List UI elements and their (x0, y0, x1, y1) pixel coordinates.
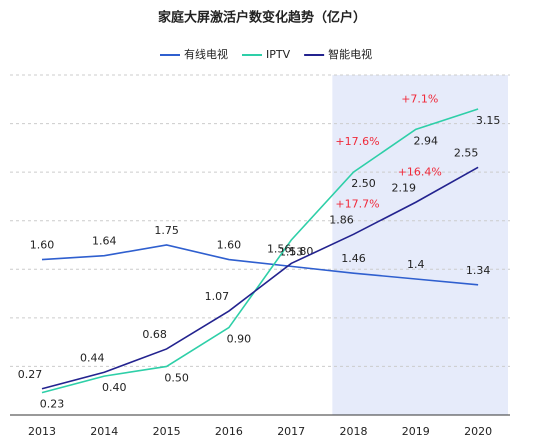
value-label: 1.56 (267, 242, 292, 255)
x-tick-label: 2013 (28, 425, 56, 438)
growth-label: +17.6% (335, 135, 379, 148)
value-label: 0.44 (80, 351, 105, 364)
legend-label: 智能电视 (328, 47, 372, 61)
value-label: 1.80 (289, 245, 314, 258)
value-label: 0.27 (18, 368, 43, 381)
chart-title: 家庭大屏激活户数变化趋势（亿户） (158, 10, 366, 26)
value-label: 0.68 (142, 328, 167, 341)
x-tick-label: 2014 (90, 425, 118, 438)
value-label: 0.23 (40, 398, 65, 411)
value-label: 2.94 (414, 134, 439, 147)
growth-label: +7.1% (401, 92, 438, 105)
legend-label: 有线电视 (184, 47, 228, 61)
value-label: 1.60 (217, 239, 242, 252)
x-tick-label: 2020 (464, 425, 492, 438)
x-tick-label: 2019 (402, 425, 430, 438)
value-label: 1.60 (30, 239, 55, 252)
series-line (41, 108, 479, 394)
value-label: 1.07 (205, 290, 230, 303)
value-label: 1.4 (407, 258, 425, 271)
x-tick-label: 2018 (340, 425, 368, 438)
growth-label: +17.7% (335, 197, 379, 210)
value-label: 1.64 (92, 235, 117, 248)
growth-label: +16.4% (398, 165, 442, 178)
value-label: 1.34 (466, 264, 491, 277)
value-label: 1.86 (329, 213, 354, 226)
value-label: 2.50 (351, 177, 376, 190)
value-label: 3.15 (476, 114, 501, 127)
value-label: 0.40 (102, 381, 127, 394)
value-label: 1.46 (341, 252, 366, 265)
value-label: 0.50 (164, 371, 189, 384)
series-line (41, 166, 479, 390)
value-label: 0.90 (227, 333, 252, 346)
value-label: 2.55 (454, 146, 479, 159)
value-label: 1.75 (154, 224, 179, 237)
x-tick-label: 2016 (215, 425, 243, 438)
x-tick-label: 2017 (277, 425, 305, 438)
series-line (41, 244, 479, 286)
value-label: 2.19 (392, 181, 417, 194)
highlight-region (332, 75, 508, 415)
legend-label: IPTV (266, 48, 291, 61)
x-tick-label: 2015 (153, 425, 181, 438)
